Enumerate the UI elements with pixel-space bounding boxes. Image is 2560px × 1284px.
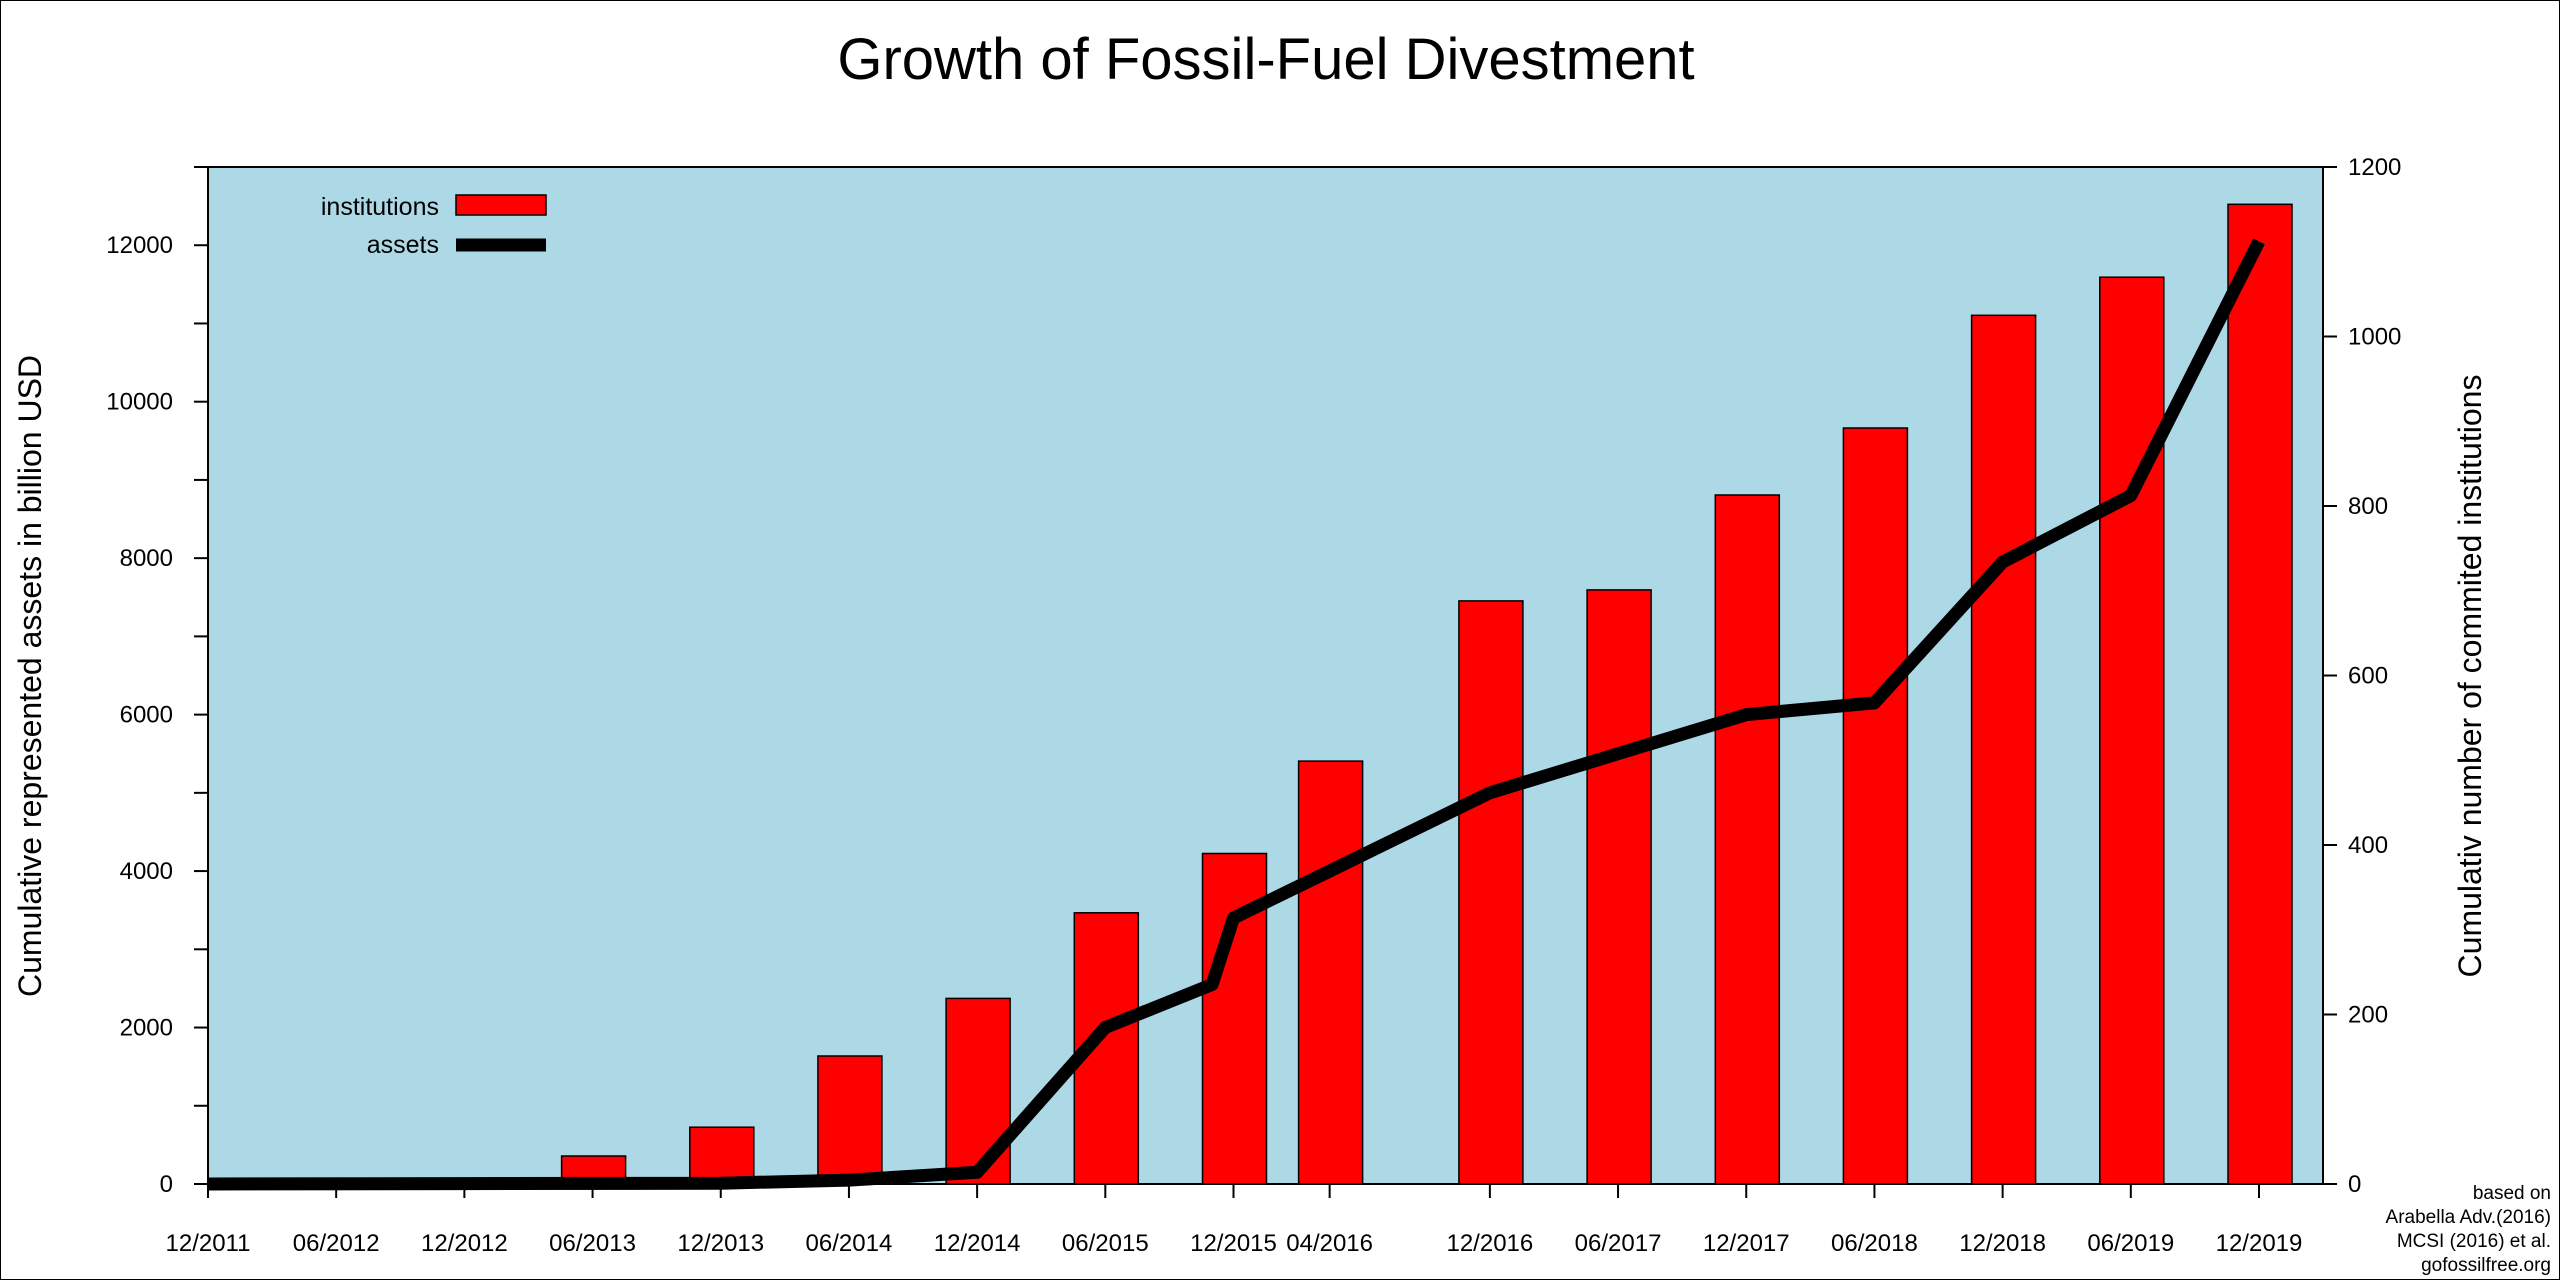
bar-institutions-12: [2099, 276, 2165, 1185]
x-axis: 12/2011 06/2012 12/2012 06/2013 12/2013 06/20…: [166, 1184, 2303, 1257]
x-tick-label-3: 06/2013: [549, 1230, 636, 1257]
right-tick-label-5: 1000: [2348, 324, 2401, 351]
x-tick-label-12: 12/2017: [1703, 1230, 1790, 1257]
right-tick-label-6: 1200: [2348, 154, 2401, 181]
assets-line: [207, 238, 2265, 1191]
left-tick-label-6: 12000: [106, 232, 173, 259]
credit-line-4: gofossilfree.org: [2421, 1255, 2551, 1276]
x-tick-label-11: 06/2017: [1575, 1230, 1662, 1257]
left-tick-label-0: 0: [160, 1171, 173, 1198]
bar-institutions-1: [689, 1126, 755, 1185]
credit-line-1: based on: [2473, 1183, 2551, 1204]
x-tick-label-8: 12/2015: [1190, 1230, 1277, 1257]
x-tick-label-10: 12/2016: [1446, 1230, 1533, 1257]
right-tick-label-4: 800: [2348, 493, 2388, 520]
left-axis-title: Cumulative represented assets in billion…: [12, 355, 48, 997]
chart-title: Growth of Fossil-Fuel Divestment: [837, 27, 1694, 92]
credit-block: based on Arabella Adv.(2016) MCSI (2016)…: [2386, 1183, 2551, 1276]
x-tick-label-14: 12/2018: [1959, 1230, 2046, 1257]
x-tick-label-2: 12/2012: [421, 1230, 508, 1257]
legend-swatch-institutions: [455, 194, 547, 216]
bar-institutions-13: [2227, 203, 2293, 1185]
bar-institutions-2: [817, 1055, 883, 1185]
bar-institutions-10: [1842, 427, 1909, 1185]
left-tick-label-4: 8000: [120, 545, 173, 572]
x-tick-label-1: 06/2012: [293, 1230, 380, 1257]
legend-label-institutions: institutions: [321, 193, 439, 221]
credit-line-2: Arabella Adv.(2016): [2386, 1207, 2551, 1228]
x-tick-label-9: 04/2016: [1286, 1230, 1373, 1257]
x-tick-label-4: 12/2013: [677, 1230, 764, 1257]
bar-institutions-7: [1458, 600, 1524, 1185]
x-tick-label-5: 06/2014: [806, 1230, 893, 1257]
institutions-bars: [560, 203, 2293, 1185]
x-tick-label-7: 06/2015: [1062, 1230, 1149, 1257]
right-tick-label-2: 400: [2348, 832, 2388, 859]
left-axis: 0 2000 4000 6000 8000 10000 12000: [106, 166, 208, 1198]
assets-line-group: [207, 238, 2265, 1191]
right-axis-title: Cumulativ number of commited institution…: [2452, 375, 2488, 978]
bar-institutions-11: [1970, 314, 2037, 1185]
credit-line-3: MCSI (2016) et al.: [2397, 1231, 2551, 1252]
legend-label-assets: assets: [367, 231, 439, 259]
left-tick-label-2: 4000: [120, 858, 173, 885]
left-tick-label-1: 2000: [120, 1015, 173, 1042]
x-tick-label-6: 12/2014: [934, 1230, 1021, 1257]
x-tick-label-16: 12/2019: [2216, 1230, 2303, 1257]
right-axis: 0 200 400 600 800 1000 1200: [2323, 154, 2401, 1198]
bar-institutions-6: [1297, 760, 1364, 1185]
right-tick-label-3: 600: [2348, 663, 2388, 690]
right-tick-label-1: 200: [2348, 1002, 2388, 1029]
right-tick-label-0: 0: [2348, 1171, 2361, 1198]
bar-institutions-3: [945, 997, 1011, 1185]
bar-institutions-8: [1586, 589, 1652, 1185]
legend: institutions assets: [321, 193, 547, 259]
bar-institutions-9: [1714, 494, 1781, 1185]
x-tick-label-0: 12/2011: [166, 1230, 251, 1257]
x-tick-label-13: 06/2018: [1831, 1230, 1918, 1257]
left-tick-label-5: 10000: [106, 389, 173, 416]
left-tick-label-3: 6000: [120, 702, 173, 729]
x-tick-label-15: 06/2019: [2087, 1230, 2174, 1257]
